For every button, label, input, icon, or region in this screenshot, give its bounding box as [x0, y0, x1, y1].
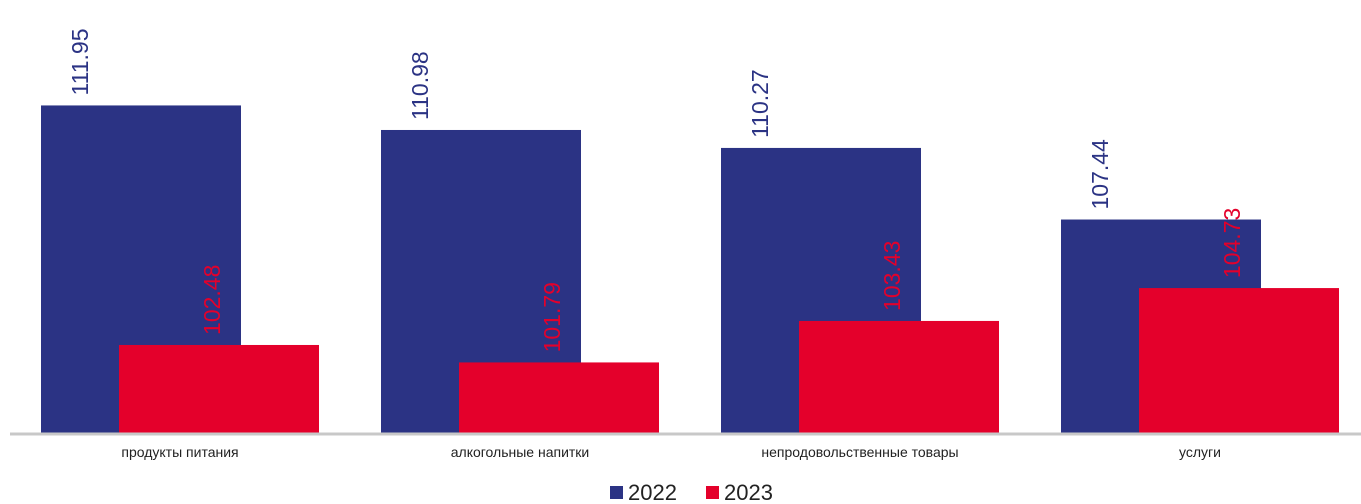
- value-label: 110.98: [407, 51, 433, 120]
- bar: [119, 344, 319, 433]
- legend-label: 2023: [724, 480, 773, 504]
- value-label: 103.43: [879, 241, 905, 311]
- value-label: 104.73: [1219, 208, 1245, 278]
- bar: [1139, 288, 1339, 433]
- x-tick-label: непродовольственные товары: [761, 444, 958, 460]
- value-label: 110.27: [747, 69, 773, 138]
- legend-label: 2022: [628, 480, 677, 504]
- value-label: 101.79: [539, 282, 565, 352]
- x-tick-label: алкогольные напитки: [451, 444, 590, 460]
- x-tick-label: услуги: [1179, 444, 1221, 460]
- value-label: 111.95: [67, 29, 93, 96]
- bar: [799, 320, 999, 433]
- value-label: 107.44: [1087, 139, 1113, 210]
- bar: [459, 362, 659, 433]
- x-tick-label: продукты питания: [121, 444, 238, 460]
- legend-swatch: [610, 486, 623, 499]
- value-label: 102.48: [199, 265, 225, 335]
- legend-swatch: [706, 486, 719, 499]
